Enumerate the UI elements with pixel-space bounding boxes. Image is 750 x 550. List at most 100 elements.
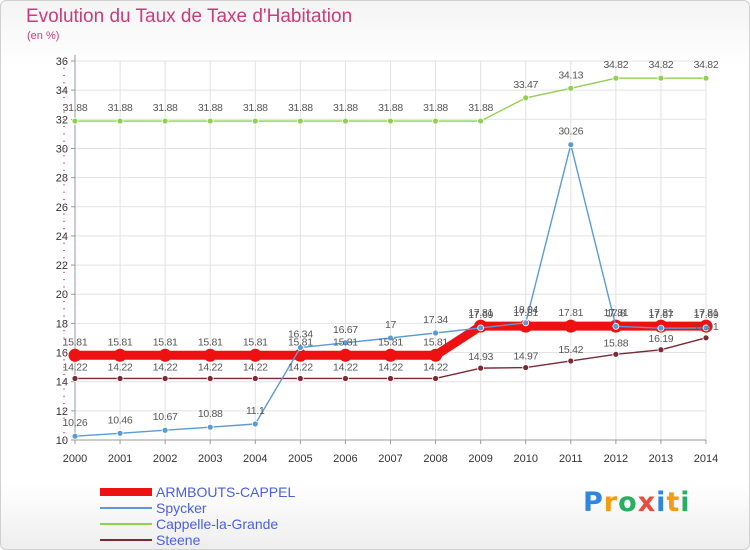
- legend-swatch-cappelle-la-grande: [100, 523, 152, 525]
- data-label-spycker: 17.69: [468, 309, 493, 321]
- line-chart: 10 12 14 16 18 20 22 24 26 28 30 32 34 36 2000 2001 2002…: [56, 55, 719, 465]
- data-point-steene: [161, 375, 169, 382]
- data-label-cappelle-la-grande: 31.88: [243, 102, 268, 114]
- logo-letter: x: [637, 487, 657, 518]
- data-label-armbouts-cappel: 17.81: [468, 307, 493, 319]
- logo-letter: P: [583, 487, 604, 518]
- data-point-cappelle-la-grande: [116, 117, 124, 125]
- series-layer: [68, 74, 713, 440]
- data-point-steene: [206, 375, 214, 382]
- legend-label-spycker: Spycker: [156, 500, 207, 516]
- data-label-armbouts-cappel: 15.81: [108, 336, 133, 348]
- data-point-cappelle-la-grande: [477, 117, 485, 125]
- legend-label-steene: Steene: [156, 532, 201, 548]
- data-label-steene: 14.22: [423, 361, 448, 373]
- data-point-spycker: [206, 423, 214, 431]
- data-label-cappelle-la-grande: 31.88: [153, 102, 178, 114]
- data-point-armbouts-cappel: [564, 319, 578, 333]
- data-label-cappelle-la-grande: 31.88: [423, 102, 448, 114]
- data-point-armbouts-cappel: [248, 348, 262, 362]
- data-label-spycker: 10.26: [63, 417, 88, 429]
- data-label-armbouts-cappel: 17.81: [649, 307, 674, 319]
- data-point-steene: [251, 375, 259, 382]
- data-point-steene: [296, 375, 304, 382]
- data-label-steene: 14.22: [63, 361, 88, 373]
- data-point-spycker: [432, 329, 439, 337]
- y-tick-label: 10: [56, 435, 68, 447]
- legend-item-spycker: Spycker: [100, 500, 295, 516]
- data-label-spycker: 17.34: [423, 314, 448, 326]
- data-point-spycker: [522, 319, 530, 327]
- data-label-armbouts-cappel: 15.81: [153, 336, 178, 348]
- data-label-cappelle-la-grande: 31.88: [468, 102, 493, 114]
- data-point-armbouts-cappel: [158, 348, 172, 362]
- data-label-spycker: 30.26: [558, 126, 583, 138]
- data-label-steene: 14.22: [378, 361, 403, 373]
- y-tick-label: 12: [56, 406, 68, 418]
- y-tick-label: 26: [56, 202, 68, 214]
- y-tick-label: 32: [56, 114, 68, 126]
- data-label-spycker: 17.69: [694, 309, 719, 321]
- legend-item-cappelle-la-grande: Cappelle-la-Grande: [100, 516, 295, 532]
- data-label-cappelle-la-grande: 31.88: [333, 102, 358, 114]
- y-tick-label: 22: [56, 260, 68, 272]
- logo-letter: i: [680, 487, 691, 518]
- x-tick-label: 2014: [694, 453, 718, 465]
- logo-letter: t: [666, 487, 681, 518]
- data-point-armbouts-cappel: [338, 348, 352, 362]
- data-label-steene: 14.22: [153, 361, 178, 373]
- x-tick-label: 2000: [63, 453, 87, 465]
- data-label-steene: 14.22: [198, 361, 223, 373]
- data-point-spycker: [702, 324, 710, 332]
- y-tick-label: 36: [56, 56, 68, 68]
- y-tick-label: 24: [56, 231, 68, 243]
- data-label-armbouts-cappel: 15.81: [288, 336, 313, 348]
- data-label-steene: 16.19: [649, 333, 674, 345]
- data-label-steene: 14.22: [243, 361, 268, 373]
- data-point-cappelle-la-grande: [71, 117, 79, 125]
- data-point-steene: [71, 375, 79, 382]
- x-tick-label: 2008: [423, 453, 447, 465]
- x-tick-label: 2005: [288, 453, 312, 465]
- data-point-armbouts-cappel: [113, 348, 127, 362]
- data-point-cappelle-la-grande: [432, 117, 439, 125]
- data-point-spycker: [387, 334, 394, 342]
- legend-swatch-armbouts-cappel: [100, 488, 152, 496]
- data-point-cappelle-la-grande: [522, 94, 530, 102]
- data-label-armbouts-cappel: 17.81: [603, 307, 628, 319]
- chart-subtitle: (en %): [27, 30, 60, 42]
- data-point-steene: [567, 357, 575, 365]
- data-point-cappelle-la-grande: [567, 84, 575, 92]
- data-label-spycker: 10.46: [108, 414, 133, 426]
- x-tick-label: 2013: [649, 453, 673, 465]
- data-point-cappelle-la-grande: [342, 117, 349, 125]
- data-point-spycker: [251, 420, 259, 428]
- x-tick-label: 2011: [559, 453, 583, 465]
- data-point-armbouts-cappel: [68, 348, 82, 362]
- chart-title: Evolution du Taux de Taxe d'Habitation: [26, 6, 353, 27]
- data-point-steene: [522, 364, 530, 371]
- x-tick-label: 2009: [468, 453, 492, 465]
- data-label-cappelle-la-grande: 31.88: [108, 102, 133, 114]
- x-tick-label: 2006: [333, 453, 357, 465]
- data-point-spycker: [116, 429, 124, 437]
- data-point-steene: [702, 334, 710, 342]
- data-point-cappelle-la-grande: [251, 117, 259, 125]
- x-tick-label: 2001: [108, 453, 132, 465]
- data-point-spycker: [71, 432, 79, 440]
- y-tick-label: 28: [56, 173, 68, 185]
- x-tick-label: 2012: [604, 453, 628, 465]
- y-tick-label: 20: [56, 289, 68, 301]
- x-tick-label: 2007: [378, 453, 402, 465]
- data-point-spycker: [612, 322, 620, 330]
- data-point-cappelle-la-grande: [387, 117, 394, 125]
- data-label-armbouts-cappel: 15.81: [378, 336, 403, 348]
- data-label-armbouts-cappel: 15.81: [333, 336, 358, 348]
- data-point-cappelle-la-grande: [296, 117, 304, 125]
- logo-letter: o: [618, 487, 638, 518]
- legend: ARMBOUTS-CAPPEL Spycker Cappelle-la-Grande…: [100, 484, 295, 548]
- y-tick-label: 18: [56, 318, 68, 330]
- data-label-cappelle-la-grande: 33.47: [513, 79, 538, 91]
- data-label-spycker: 18.04: [513, 304, 538, 316]
- data-point-steene: [342, 375, 349, 382]
